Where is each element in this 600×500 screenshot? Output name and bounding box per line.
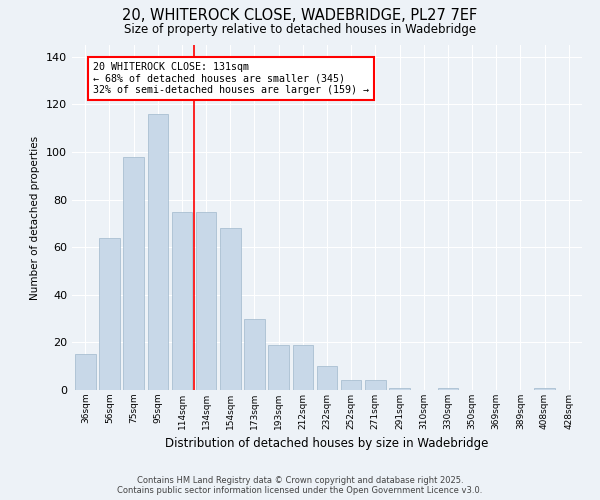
Bar bbox=[124, 157, 144, 390]
Bar bbox=[341, 380, 361, 390]
Bar bbox=[268, 345, 289, 390]
Text: 20 WHITEROCK CLOSE: 131sqm
← 68% of detached houses are smaller (345)
32% of sem: 20 WHITEROCK CLOSE: 131sqm ← 68% of deta… bbox=[92, 62, 368, 95]
Bar bbox=[317, 366, 337, 390]
Bar bbox=[99, 238, 120, 390]
Bar bbox=[75, 354, 95, 390]
Text: Size of property relative to detached houses in Wadebridge: Size of property relative to detached ho… bbox=[124, 22, 476, 36]
Bar bbox=[365, 380, 386, 390]
Text: 20, WHITEROCK CLOSE, WADEBRIDGE, PL27 7EF: 20, WHITEROCK CLOSE, WADEBRIDGE, PL27 7E… bbox=[122, 8, 478, 22]
Bar bbox=[437, 388, 458, 390]
Bar bbox=[148, 114, 168, 390]
Bar bbox=[244, 318, 265, 390]
Bar bbox=[389, 388, 410, 390]
Bar bbox=[220, 228, 241, 390]
Text: Contains HM Land Registry data © Crown copyright and database right 2025.
Contai: Contains HM Land Registry data © Crown c… bbox=[118, 476, 482, 495]
Bar bbox=[534, 388, 555, 390]
Y-axis label: Number of detached properties: Number of detached properties bbox=[31, 136, 40, 300]
Bar bbox=[293, 345, 313, 390]
X-axis label: Distribution of detached houses by size in Wadebridge: Distribution of detached houses by size … bbox=[166, 438, 488, 450]
Bar bbox=[196, 212, 217, 390]
Bar bbox=[172, 212, 192, 390]
